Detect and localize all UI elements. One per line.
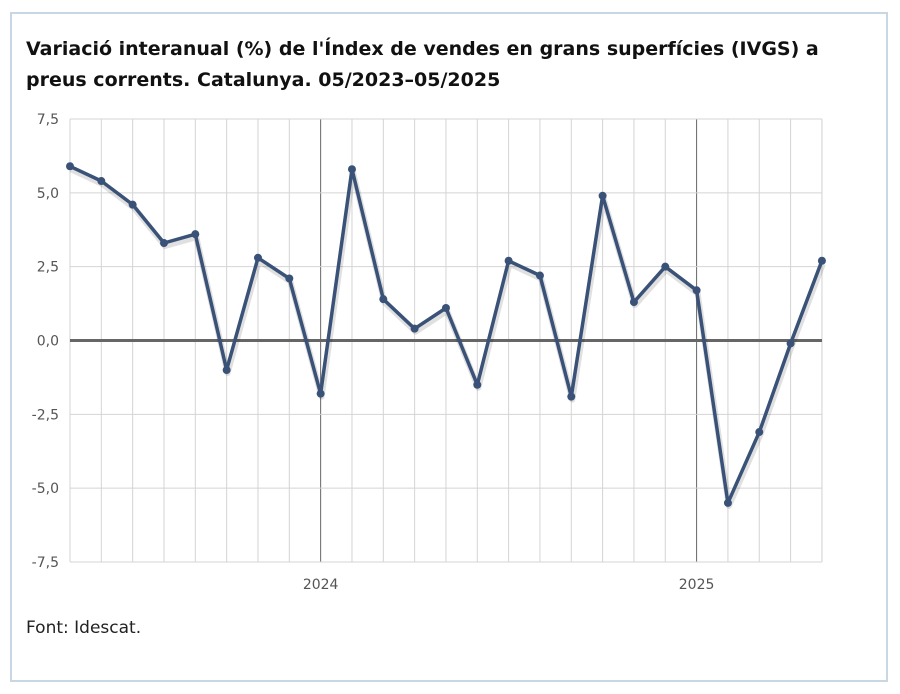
data-point <box>128 200 137 209</box>
data-point <box>817 256 826 265</box>
data-point <box>441 304 450 313</box>
data-point <box>159 239 168 248</box>
data-point <box>786 339 795 348</box>
series-line-shadow <box>69 166 826 509</box>
data-point <box>191 230 200 239</box>
y-tick-label: -2,5 <box>32 407 59 423</box>
data-point <box>504 256 513 265</box>
data-point <box>473 380 482 389</box>
chart-frame <box>10 12 888 682</box>
data-point <box>253 253 262 262</box>
data-point <box>316 389 325 398</box>
source-note: Font: Idescat. <box>26 618 142 638</box>
data-point <box>629 298 638 307</box>
data-point <box>723 498 732 507</box>
y-tick-label: 7,5 <box>37 112 59 128</box>
data-point <box>598 191 607 200</box>
data-point <box>66 162 74 171</box>
chart-title: Variació interanual (%) de l'Índex de ve… <box>26 38 819 91</box>
y-tick-label: 2,5 <box>37 260 59 276</box>
data-point <box>347 165 356 174</box>
data-point <box>692 286 701 295</box>
y-tick-label: -5,0 <box>32 481 59 497</box>
axis-labels: 7,5 5,0 2,5 0,0 -2,5 -5,0 -7,5 2024 2025 <box>32 112 715 593</box>
x-tick-label: 2025 <box>679 577 715 593</box>
y-tick-label: 5,0 <box>37 186 59 202</box>
data-point <box>379 295 388 304</box>
data-point <box>661 262 670 271</box>
series-layer <box>66 162 826 509</box>
y-tick-label: 0,0 <box>37 334 59 350</box>
x-tick-label: 2024 <box>303 577 339 593</box>
data-point <box>755 428 764 437</box>
data-point <box>410 324 419 333</box>
data-point <box>97 177 106 186</box>
data-point <box>285 274 294 283</box>
data-point <box>535 271 544 280</box>
data-point <box>222 366 231 375</box>
data-point <box>567 392 576 401</box>
y-tick-label: -7,5 <box>32 555 59 571</box>
grid-lines <box>69 118 823 563</box>
